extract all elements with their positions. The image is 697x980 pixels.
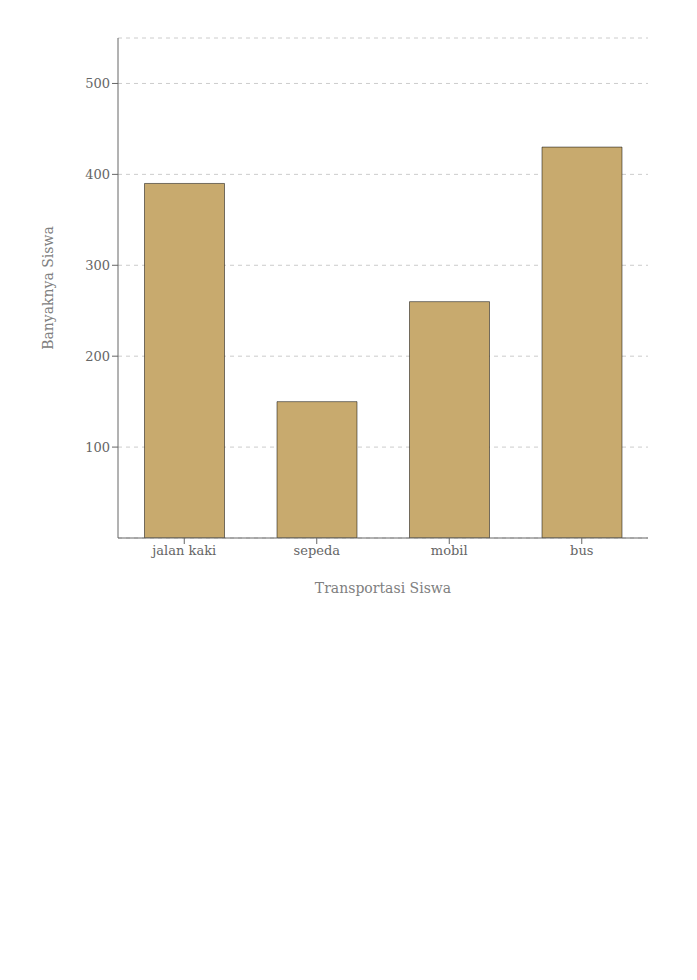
svg-text:400: 400 — [85, 167, 110, 182]
svg-text:Transportasi Siswa: Transportasi Siswa — [315, 580, 451, 596]
svg-text:300: 300 — [85, 258, 110, 273]
svg-text:500: 500 — [85, 76, 110, 91]
svg-text:200: 200 — [85, 349, 110, 364]
svg-text:bus: bus — [570, 543, 593, 558]
svg-text:Banyaknya Siswa: Banyaknya Siswa — [40, 226, 56, 350]
svg-text:jalan kaki: jalan kaki — [150, 543, 216, 558]
svg-text:mobil: mobil — [431, 543, 468, 558]
svg-text:100: 100 — [85, 440, 110, 455]
svg-text:sepeda: sepeda — [294, 543, 341, 558]
